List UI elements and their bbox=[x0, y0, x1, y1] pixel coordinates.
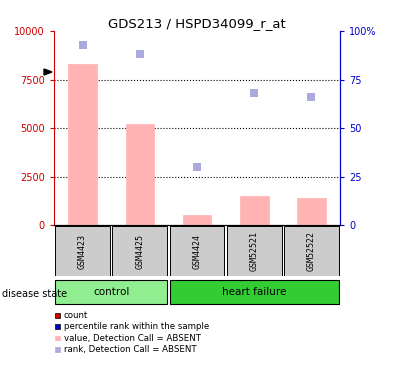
Point bbox=[79, 42, 86, 48]
Text: disease state: disease state bbox=[2, 288, 67, 299]
Text: GSM52521: GSM52521 bbox=[250, 231, 259, 271]
Point bbox=[308, 94, 314, 100]
Text: percentile rank within the sample: percentile rank within the sample bbox=[64, 322, 209, 331]
Title: GDS213 / HSPD34099_r_at: GDS213 / HSPD34099_r_at bbox=[108, 17, 286, 30]
Text: GSM52522: GSM52522 bbox=[307, 231, 316, 271]
Bar bbox=[112, 226, 167, 276]
Bar bbox=[55, 280, 167, 304]
Bar bbox=[55, 336, 60, 341]
Point bbox=[137, 52, 143, 57]
Bar bbox=[55, 324, 60, 329]
Point bbox=[194, 164, 200, 170]
Bar bbox=[240, 196, 268, 225]
Point bbox=[251, 90, 258, 96]
Text: rank, Detection Call = ABSENT: rank, Detection Call = ABSENT bbox=[64, 345, 197, 354]
Bar bbox=[297, 198, 326, 225]
Bar bbox=[55, 313, 60, 318]
Text: GSM4424: GSM4424 bbox=[192, 234, 202, 269]
Bar bbox=[68, 64, 97, 225]
Bar bbox=[126, 124, 154, 225]
Text: value, Detection Call = ABSENT: value, Detection Call = ABSENT bbox=[64, 334, 201, 343]
Bar bbox=[227, 226, 282, 276]
Bar bbox=[183, 215, 211, 225]
Text: heart failure: heart failure bbox=[222, 287, 286, 297]
Bar bbox=[284, 226, 339, 276]
Text: count: count bbox=[64, 311, 88, 320]
Text: GSM4425: GSM4425 bbox=[135, 234, 144, 269]
Bar bbox=[170, 280, 339, 304]
Bar bbox=[170, 226, 224, 276]
Text: control: control bbox=[93, 287, 129, 297]
Bar bbox=[55, 347, 60, 352]
Bar bbox=[55, 226, 110, 276]
Text: GSM4423: GSM4423 bbox=[78, 234, 87, 269]
Polygon shape bbox=[44, 69, 52, 75]
